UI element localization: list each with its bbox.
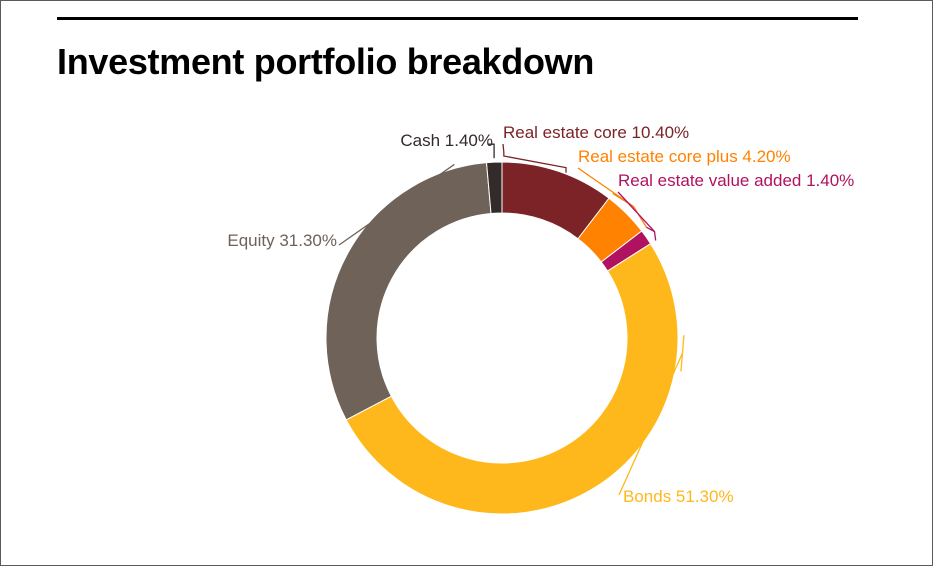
label-cash: Cash 1.40% — [400, 131, 493, 150]
label-real-estate-core: Real estate core 10.40% — [503, 123, 689, 142]
label-equity: Equity 31.30% — [227, 231, 337, 250]
leader-real-estate-value-added-tick — [617, 191, 655, 232]
top-rule — [57, 17, 858, 20]
chart-title: Investment portfolio breakdown — [57, 41, 595, 82]
leader-equity — [338, 163, 455, 246]
slice-equity — [325, 162, 492, 421]
leader-bonds-tick — [618, 353, 684, 496]
label-real-estate-value-added: Real estate value added 1.40% — [618, 171, 854, 190]
leader-real-estate-core-plus — [612, 192, 648, 228]
leader-real-estate-core-tick — [502, 143, 505, 153]
slice-cash — [485, 161, 503, 215]
leader-cash — [488, 143, 495, 159]
label-leaders — [338, 143, 685, 496]
label-real-estate-core-plus: Real estate core plus 4.20% — [578, 147, 791, 166]
label-bonds: Bonds 51.30% — [623, 487, 734, 506]
leader-real-estate-value-added — [646, 226, 657, 241]
donut-slices — [325, 161, 679, 515]
leader-real-estate-core-plus-tick — [577, 167, 634, 208]
slice-bonds — [345, 243, 679, 515]
leader-real-estate-core — [503, 152, 567, 173]
